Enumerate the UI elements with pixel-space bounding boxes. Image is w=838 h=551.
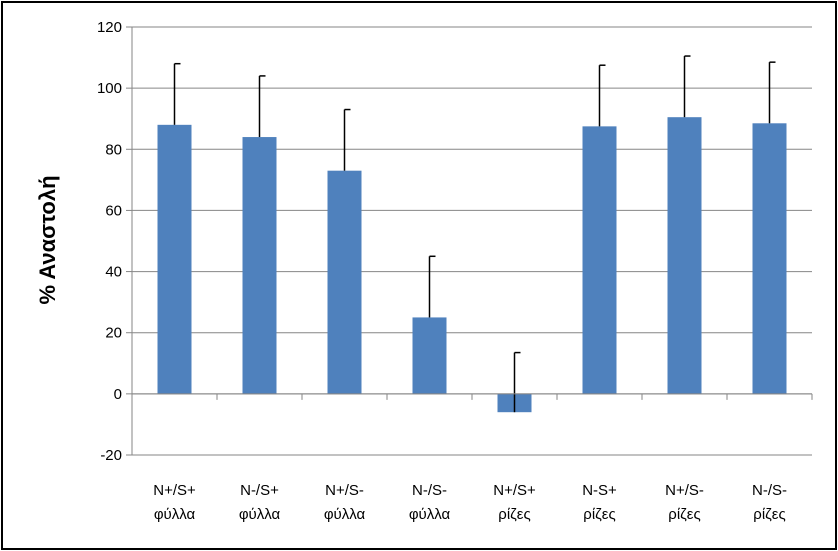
x-tick-label: φύλλα	[324, 506, 366, 523]
y-tick-label: 40	[105, 264, 122, 281]
x-tick-label: φύλλα	[154, 506, 196, 523]
x-tick-label: N+/S+	[153, 482, 196, 499]
x-tick-label: N-/S+	[240, 482, 279, 499]
x-tick-label: φύλλα	[409, 506, 451, 523]
x-tick-label: φύλλα	[239, 506, 281, 523]
x-tick-label: ρίζες	[668, 506, 700, 523]
bar	[752, 123, 787, 394]
x-tick-label: N-/S-	[412, 482, 447, 499]
y-tick-label: 100	[97, 80, 122, 97]
bar	[412, 317, 447, 394]
x-tick-label: N+/S-	[665, 482, 704, 499]
x-tick-label: ρίζες	[498, 506, 530, 523]
bar	[242, 137, 277, 394]
y-tick-label: 0	[114, 386, 122, 403]
x-tick-label: N-/S-	[752, 482, 787, 499]
bar	[327, 170, 362, 394]
bar	[667, 117, 702, 394]
bar	[157, 124, 192, 394]
x-tick-label: N+/S-	[325, 482, 364, 499]
y-axis-label: % Αναστολή	[35, 175, 60, 304]
x-tick-label: N-S+	[582, 482, 617, 499]
x-tick-label: ρίζες	[753, 506, 785, 523]
x-tick-label: N+/S+	[493, 482, 536, 499]
y-tick-label: -20	[100, 447, 122, 464]
y-tick-label: 60	[105, 202, 122, 219]
y-tick-label: 120	[97, 19, 122, 36]
y-tick-label: 80	[105, 141, 122, 158]
x-tick-label: ρίζες	[583, 506, 615, 523]
bar	[582, 126, 617, 394]
y-tick-label: 20	[105, 325, 122, 342]
